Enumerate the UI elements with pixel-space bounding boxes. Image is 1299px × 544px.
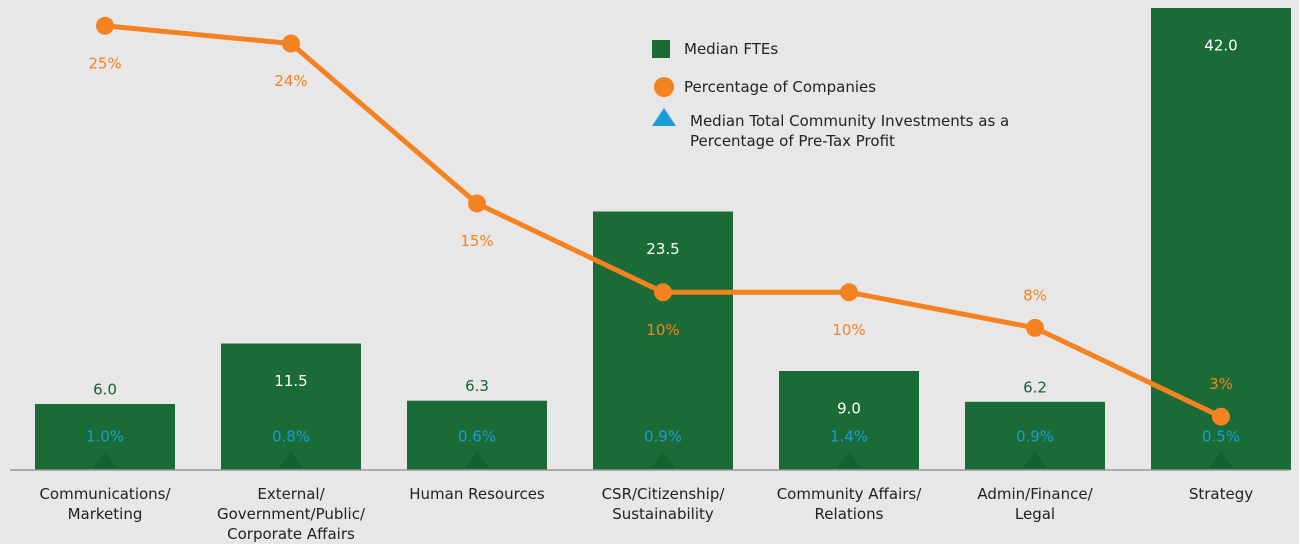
triangle-marker <box>93 452 117 468</box>
bar-value-label: 11.5 <box>274 372 307 390</box>
bar-value-label: 6.0 <box>93 381 117 399</box>
bar-value-label: 42.0 <box>1204 37 1237 55</box>
legend-swatch <box>652 40 670 58</box>
line-marker <box>654 283 672 302</box>
line-marker <box>1026 318 1044 337</box>
bar <box>221 343 361 470</box>
x-tick-label: Communications/ Marketing <box>39 485 171 523</box>
line-marker <box>840 283 858 302</box>
line-value-label: 10% <box>832 321 865 339</box>
x-tick-label: Community Affairs/ Relations <box>776 485 922 523</box>
legend-label: Median FTEs <box>684 40 779 58</box>
line-value-label: 8% <box>1023 286 1047 304</box>
bar-value-label: 6.2 <box>1023 378 1047 396</box>
line-value-label: 10% <box>646 321 679 339</box>
bar-value-label: 23.5 <box>646 240 679 258</box>
triangle-marker <box>465 452 489 468</box>
legend-swatch <box>652 108 676 126</box>
x-tick-label: CSR/Citizenship/ Sustainability <box>601 485 725 523</box>
line-value-label: 24% <box>274 72 307 90</box>
triangle-value-label: 1.4% <box>830 428 868 446</box>
line-marker <box>282 34 300 53</box>
triangle-marker <box>651 452 675 468</box>
line-marker <box>1212 407 1230 426</box>
bar <box>593 211 733 470</box>
legend-swatch <box>654 77 674 97</box>
x-tick-label: Admin/Finance/ Legal <box>977 485 1093 523</box>
triangle-marker <box>1023 452 1047 468</box>
legend-label: Median Total Community Investments as a … <box>690 112 1010 150</box>
triangle-value-label: 1.0% <box>86 428 124 446</box>
line-marker <box>96 16 114 35</box>
x-tick-label: Strategy <box>1188 485 1254 503</box>
triangle-marker <box>837 452 861 468</box>
line-value-label: 25% <box>88 54 121 72</box>
bar-value-label: 9.0 <box>837 400 861 418</box>
line-value-label: 3% <box>1209 375 1233 393</box>
triangle-value-label: 0.8% <box>272 428 310 446</box>
line-value-label: 15% <box>460 232 493 250</box>
x-tick-label: Human Resources <box>409 485 545 503</box>
triangle-value-label: 0.9% <box>1016 428 1054 446</box>
triangle-marker <box>1209 452 1233 468</box>
triangle-marker <box>279 452 303 468</box>
line-marker <box>468 194 486 213</box>
legend-label: Percentage of Companies <box>684 78 877 96</box>
x-tick-label: External/ Government/Public/ Corporate A… <box>216 485 366 543</box>
triangle-value-label: 0.5% <box>1202 428 1240 446</box>
triangle-value-label: 0.6% <box>458 428 496 446</box>
bar-value-label: 6.3 <box>465 377 489 395</box>
triangle-value-label: 0.9% <box>644 428 682 446</box>
bar <box>1151 8 1291 470</box>
